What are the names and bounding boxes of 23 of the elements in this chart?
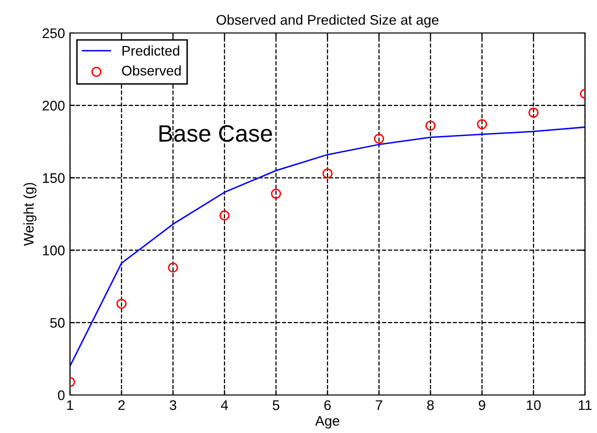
- x-axis-title: Age: [315, 416, 340, 429]
- x-tick-label: 4: [220, 400, 228, 410]
- x-tick-label: 3: [170, 400, 176, 410]
- x-tick-label: 8: [427, 400, 434, 410]
- y-tick-label: 250: [42, 28, 65, 38]
- x-tick-label: 2: [118, 400, 125, 410]
- x-tick-label: 1: [67, 400, 74, 410]
- annotation: Base Case: [159, 125, 272, 142]
- legend-label: Observed: [122, 65, 181, 76]
- y-tick-label: 200: [42, 100, 65, 111]
- x-tick-label: 6: [324, 400, 331, 410]
- x-tick-label: 11: [578, 400, 592, 410]
- y-tick-label: 0: [58, 390, 65, 400]
- y-tick-label: 100: [43, 246, 65, 256]
- chart-title: Observed and Predicted Size at age: [216, 14, 438, 28]
- legend-label: Predicted: [122, 46, 180, 56]
- y-tick-label: 150: [43, 173, 65, 183]
- x-tick-label: 5: [272, 400, 280, 410]
- x-tick-label: 7: [376, 400, 382, 410]
- y-tick-label: 50: [50, 318, 65, 328]
- x-tick-label: 10: [526, 400, 541, 410]
- y-axis-title: Weight (g): [23, 182, 36, 246]
- x-tick-label: 9: [478, 400, 486, 410]
